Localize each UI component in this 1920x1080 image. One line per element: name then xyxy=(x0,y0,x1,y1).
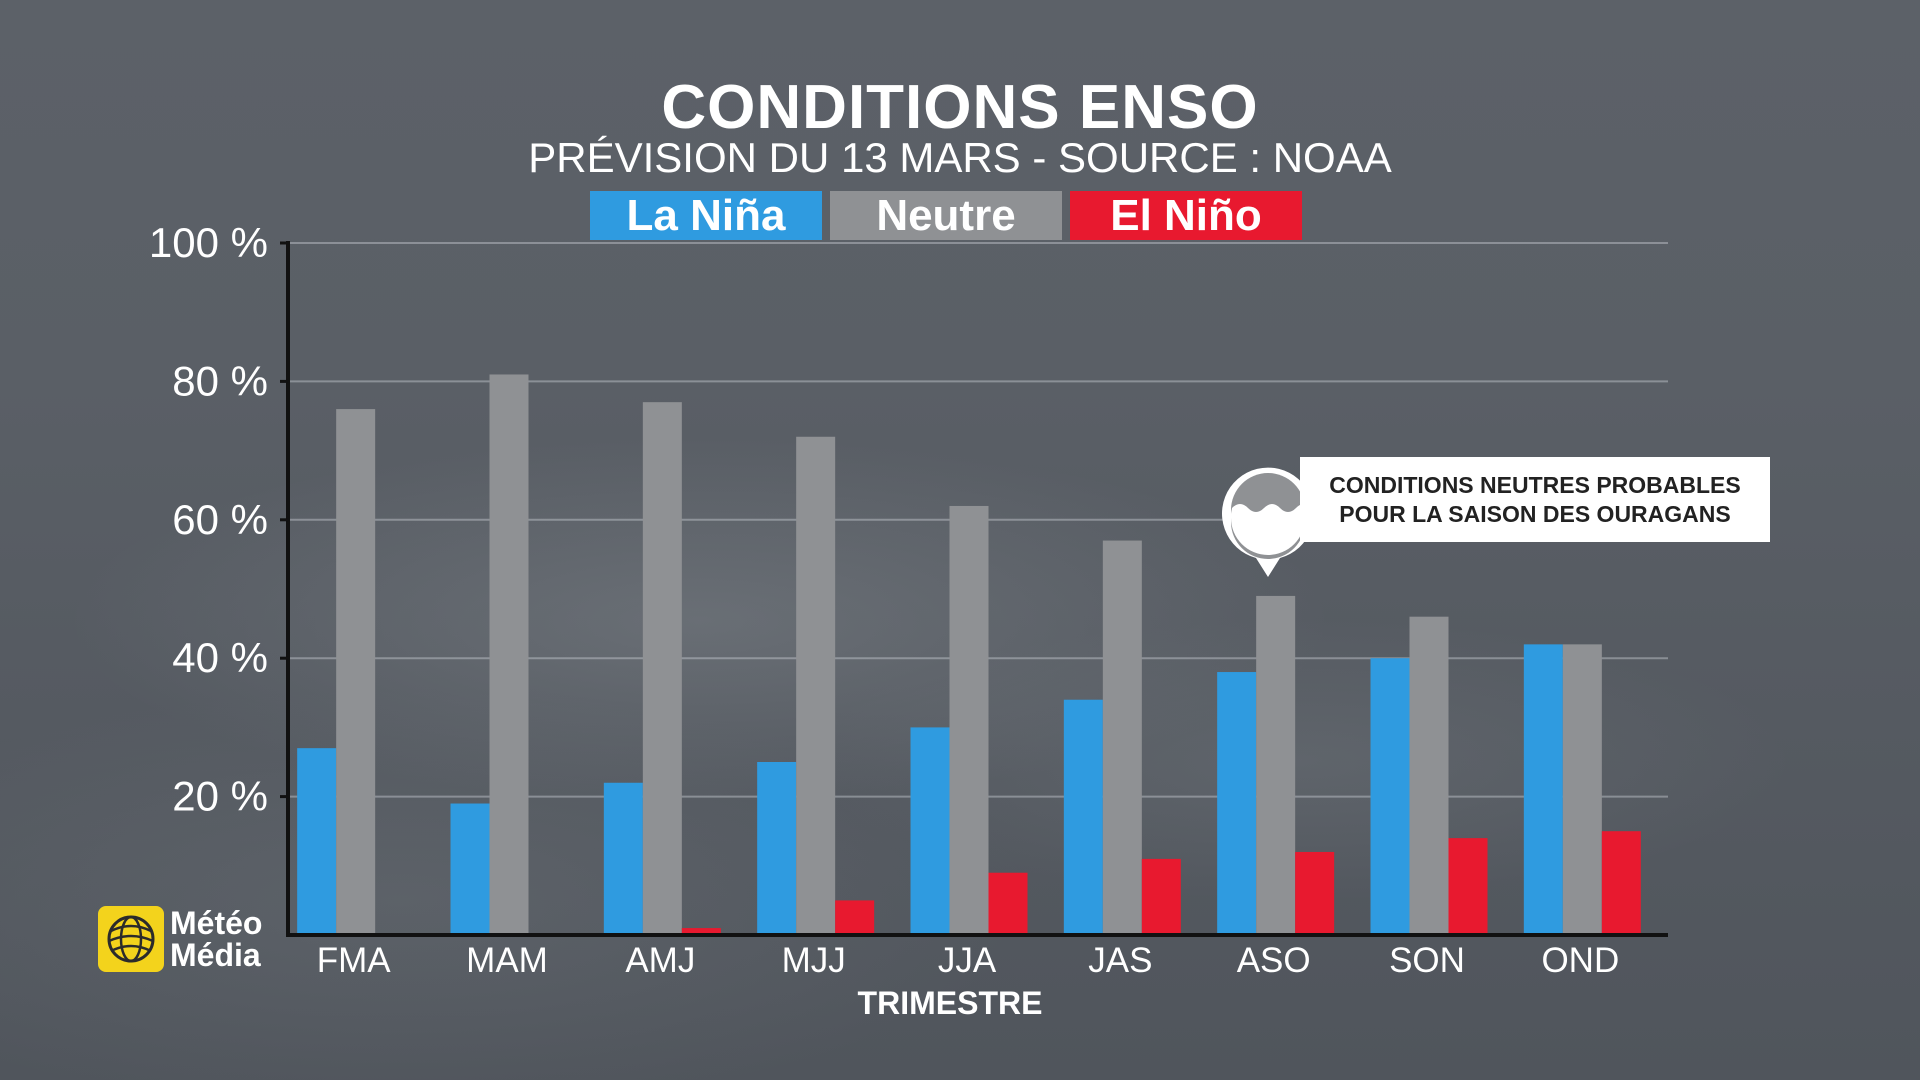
legend: La Niña Neutre El Niño xyxy=(590,191,1302,240)
bar-neutre-jas xyxy=(1102,540,1142,935)
x-tick-label: AMJ xyxy=(625,941,695,980)
y-tick-label: 20 % xyxy=(172,773,268,820)
bar-el-nino-jas xyxy=(1141,858,1181,935)
x-axis-label: TRIMESTRE xyxy=(857,985,1043,1021)
x-tick-label: MJJ xyxy=(782,941,846,980)
bar-neutre-son xyxy=(1409,616,1449,935)
y-tick-label: 80 % xyxy=(172,357,268,404)
x-tick-label: SON xyxy=(1389,941,1465,980)
legend-la-nina: La Niña xyxy=(590,191,822,240)
bar-el-nino-son xyxy=(1448,838,1488,935)
bar-el-nino-ond xyxy=(1601,831,1641,935)
bar-la-nina-jas xyxy=(1063,699,1103,935)
bar-la-nina-amj xyxy=(603,782,643,935)
bar-la-nina-fma xyxy=(297,748,337,935)
callout-box: CONDITIONS NEUTRES PROBABLES POUR LA SAI… xyxy=(1300,457,1770,542)
legend-el-nino: El Niño xyxy=(1070,191,1302,240)
x-tick-label: JJA xyxy=(938,941,997,980)
callout-line-2: POUR LA SAISON DES OURAGANS xyxy=(1339,500,1731,527)
x-tick-label: JAS xyxy=(1088,941,1152,980)
x-tick-label: MAM xyxy=(466,941,548,980)
legend-neutre: Neutre xyxy=(830,191,1062,240)
meteo-media-logo: Météo Média xyxy=(98,906,262,972)
callout-line-1: CONDITIONS NEUTRES PROBABLES xyxy=(1329,471,1741,498)
bar-la-nina-jja xyxy=(910,727,950,935)
bar-neutre-aso xyxy=(1256,595,1296,935)
bar-la-nina-son xyxy=(1370,658,1410,935)
y-tick-label: 60 % xyxy=(172,496,268,543)
bar-neutre-fma xyxy=(336,409,376,936)
logo-line-1: Météo xyxy=(170,905,263,941)
bar-la-nina-mjj xyxy=(757,762,797,935)
bar-el-nino-mjj xyxy=(835,900,875,935)
x-tick-label: OND xyxy=(1541,941,1619,980)
logo-line-2: Média xyxy=(170,937,261,973)
y-tick-label: 100 % xyxy=(149,219,268,266)
chart-subtitle: PRÉVISION DU 13 MARS - SOURCE : NOAA xyxy=(528,134,1392,181)
bar-la-nina-mam xyxy=(450,803,490,935)
chart-title: CONDITIONS ENSO xyxy=(661,73,1259,142)
globe-icon xyxy=(98,906,164,972)
bar-neutre-amj xyxy=(642,402,682,935)
bar-la-nina-aso xyxy=(1217,672,1257,935)
wave-pin-icon xyxy=(1222,467,1314,577)
bar-neutre-mjj xyxy=(796,436,836,935)
y-tick-label: 40 % xyxy=(172,634,268,681)
x-tick-label: FMA xyxy=(317,941,392,980)
bar-el-nino-aso xyxy=(1295,851,1335,935)
bar-la-nina-ond xyxy=(1523,644,1563,935)
bar-neutre-mam xyxy=(489,374,529,936)
bar-el-nino-amj xyxy=(681,928,721,935)
bar-neutre-jja xyxy=(949,505,989,935)
x-tick-label: ASO xyxy=(1237,941,1311,980)
bar-el-nino-jja xyxy=(988,872,1028,935)
bar-neutre-ond xyxy=(1562,644,1602,935)
